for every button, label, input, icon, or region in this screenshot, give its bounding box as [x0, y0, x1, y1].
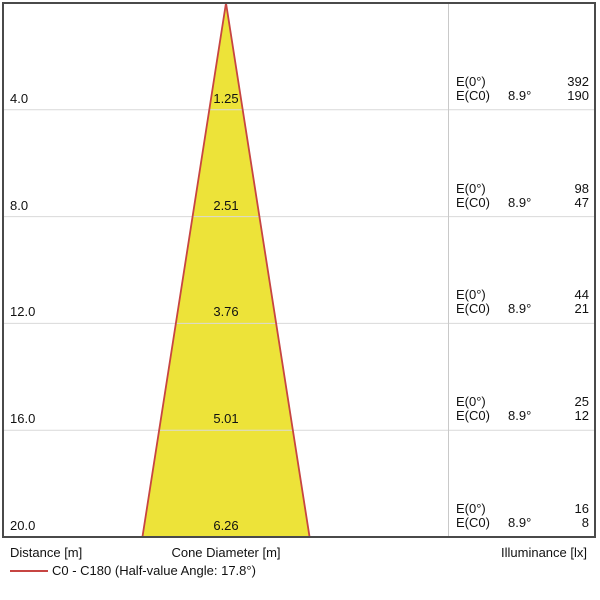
illuminance-row: E(0°) 44 E(C0) 8.9° 21	[456, 288, 589, 316]
cone-diameter-value: 2.51	[213, 197, 239, 213]
legend: C0 - C180 (Half-value Angle: 17.8°)	[10, 563, 256, 579]
ec0-value: 190	[567, 87, 589, 103]
cone-diameter-value: 1.25	[213, 90, 239, 106]
illuminance-row: E(0°) 25 E(C0) 8.9° 12	[456, 395, 589, 423]
ec0-label: E(C0)	[456, 515, 490, 530]
e0-line: E(0°) 44	[456, 288, 589, 302]
legend-line-swatch	[10, 570, 48, 572]
e0-label: E(0°)	[456, 287, 486, 303]
e0-label: E(0°)	[456, 501, 486, 516]
legend-label: C0 - C180 (Half-value Angle: 17.8°)	[52, 563, 256, 578]
ec0-line: E(C0) 8.9° 21	[456, 302, 589, 316]
illuminance-row: E(0°) 98 E(C0) 8.9° 47	[456, 180, 589, 210]
ec0-value: 47	[574, 194, 589, 210]
distance-value: 12.0	[10, 304, 36, 320]
ec0-label: E(C0)	[456, 194, 490, 210]
cone-diameter-value: 3.76	[213, 304, 239, 320]
cone-diameter-value: 6.26	[213, 518, 239, 533]
axis-labels: Distance [m] Cone Diameter [m] Illuminan…	[0, 545, 600, 561]
distance-value: 8.0	[10, 197, 29, 213]
half-value-angle: 8.9°	[508, 515, 532, 530]
ec0-line: E(C0) 8.9° 8	[456, 516, 589, 530]
ec0-line: E(C0) 8.9° 47	[456, 194, 589, 210]
ec0-value: 8	[581, 515, 589, 530]
ec0-line: E(C0) 8.9° 190	[456, 87, 589, 103]
e0-label: E(0°)	[456, 73, 486, 89]
cone-diameter-value: 5.01	[213, 411, 239, 427]
ec0-label: E(C0)	[456, 87, 490, 103]
e0-label: E(0°)	[456, 180, 486, 196]
e0-value: 392	[567, 73, 589, 89]
e0-line: E(0°) 25	[456, 395, 589, 409]
e0-value: 98	[574, 180, 589, 196]
e0-label: E(0°)	[456, 394, 486, 410]
e0-line: E(0°) 98	[456, 180, 589, 196]
illuminance-axis-label: Illuminance [lx]	[501, 545, 587, 560]
distance-value: 20.0	[10, 518, 36, 533]
distance-axis-label: Distance [m]	[10, 545, 83, 560]
illuminance-row: E(0°) 392 E(C0) 8.9° 190	[456, 73, 589, 103]
e0-value: 44	[574, 287, 589, 303]
distance-value: 4.0	[10, 90, 29, 106]
chart-frame	[2, 2, 596, 538]
illuminance-row: E(0°) 16 E(C0) 8.9° 8	[456, 502, 589, 530]
e0-value: 16	[574, 501, 589, 516]
ec0-line: E(C0) 8.9° 12	[456, 409, 589, 423]
cone-chart-svg	[2, 2, 596, 538]
labels-host: 4.0 1.25 E(0°) 392 E(C0) 8.9° 190 8.0 2.51 E(0°) 9…	[10, 73, 589, 533]
e0-line: E(0°) 16	[456, 502, 589, 516]
half-value-angle: 8.9°	[508, 301, 532, 317]
ec0-value: 12	[574, 408, 589, 424]
half-value-angle: 8.9°	[508, 87, 532, 103]
ec0-label: E(C0)	[456, 408, 490, 424]
ec0-label: E(C0)	[456, 301, 490, 317]
ec0-value: 21	[574, 301, 589, 317]
e0-value: 25	[574, 394, 589, 410]
light-cone-fill	[142, 3, 310, 537]
half-value-angle: 8.9°	[508, 194, 532, 210]
half-value-angle: 8.9°	[508, 408, 532, 424]
distance-value: 16.0	[10, 411, 36, 427]
e0-line: E(0°) 392	[456, 73, 589, 89]
cone-diameter-axis-label: Cone Diameter [m]	[171, 545, 281, 560]
